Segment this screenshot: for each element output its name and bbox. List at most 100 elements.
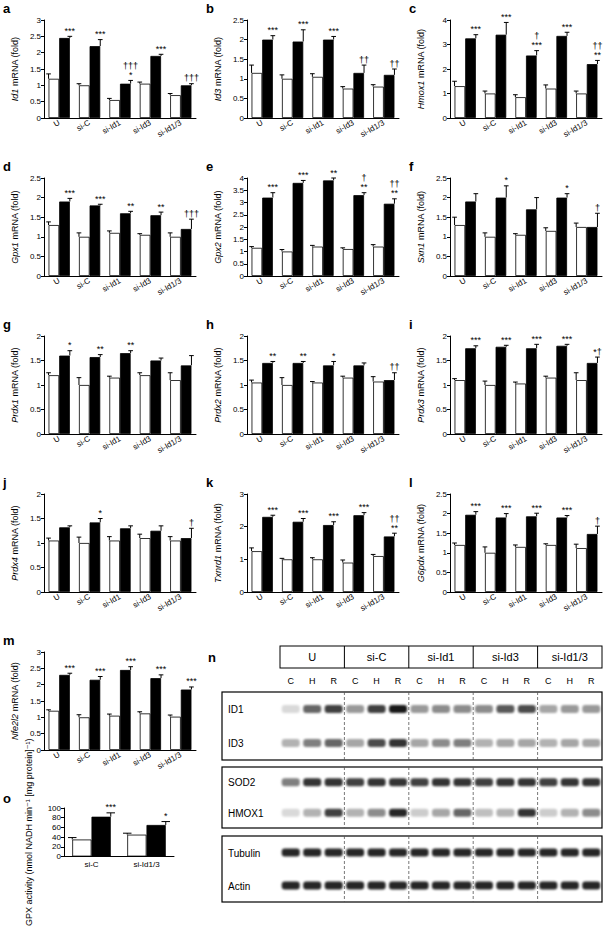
svg-text:2: 2 <box>37 193 42 202</box>
svg-text:0.5: 0.5 <box>436 252 448 261</box>
svg-text:3: 3 <box>240 490 245 499</box>
svg-text:C: C <box>287 676 294 686</box>
svg-text:si-Id3: si-Id3 <box>131 434 153 452</box>
svg-text:0.5: 0.5 <box>30 405 42 414</box>
svg-text:1.5: 1.5 <box>30 356 42 365</box>
svg-text:si-Id1: si-Id1 <box>304 434 326 452</box>
svg-text:20: 20 <box>52 842 61 851</box>
svg-text:†††: ††† <box>184 209 199 219</box>
svg-text:***: *** <box>562 505 573 515</box>
svg-text:***: *** <box>471 335 482 345</box>
svg-text:Tubulin: Tubulin <box>228 848 260 859</box>
svg-text:0: 0 <box>240 272 245 281</box>
svg-text:4: 4 <box>240 174 245 183</box>
svg-text:***: *** <box>328 511 339 521</box>
svg-text:2: 2 <box>37 680 42 689</box>
svg-text:Sxn1: Sxn1 <box>416 243 426 264</box>
svg-text:***: *** <box>125 656 136 666</box>
svg-text:1: 1 <box>37 232 42 241</box>
svg-text:ID3: ID3 <box>228 738 244 749</box>
svg-text:Nfe2l2: Nfe2l2 <box>10 714 20 740</box>
svg-text:m: m <box>3 633 15 648</box>
svg-text:0.5: 0.5 <box>233 259 245 268</box>
svg-text:si-Id1/3: si-Id1/3 <box>359 592 387 613</box>
svg-text:2: 2 <box>37 490 42 499</box>
svg-text:mRNA (fold): mRNA (fold) <box>10 37 20 89</box>
svg-text:si-C: si-C <box>481 276 498 291</box>
svg-text:k: k <box>206 475 214 490</box>
svg-text:1.5: 1.5 <box>30 213 42 222</box>
svg-text:0.5: 0.5 <box>30 252 42 261</box>
svg-text:U: U <box>458 118 468 129</box>
svg-text:si-Id1: si-Id1 <box>428 651 455 663</box>
svg-text:GPX activity (nmol NADH min⁻¹: GPX activity (nmol NADH min⁻¹ [mg protei… <box>24 738 34 926</box>
svg-text:U: U <box>52 592 62 603</box>
svg-text:si-Id1: si-Id1 <box>507 118 529 136</box>
svg-text:0.5: 0.5 <box>30 563 42 572</box>
svg-text:2: 2 <box>443 509 448 518</box>
svg-text:si-Id1/3: si-Id1/3 <box>156 750 184 771</box>
svg-text:si-C: si-C <box>75 276 92 291</box>
svg-text:1.5: 1.5 <box>436 213 448 222</box>
svg-text:si-Id1: si-Id1 <box>101 750 123 768</box>
svg-text:***: *** <box>562 22 573 32</box>
svg-text:Gpx1: Gpx1 <box>10 242 20 264</box>
svg-text:b: b <box>206 1 214 16</box>
svg-text:**: ** <box>330 168 338 178</box>
svg-text:U: U <box>255 276 265 287</box>
svg-text:1.5: 1.5 <box>30 65 42 74</box>
svg-text:1: 1 <box>240 555 245 564</box>
svg-text:si-Id1/3: si-Id1/3 <box>359 434 387 455</box>
svg-text:0: 0 <box>37 746 42 755</box>
svg-text:1: 1 <box>240 74 245 83</box>
svg-text:1: 1 <box>37 539 42 548</box>
svg-text:3: 3 <box>443 40 448 49</box>
svg-text:si-Id3: si-Id3 <box>131 750 153 768</box>
svg-text:3.5: 3.5 <box>233 186 245 195</box>
svg-text:1.5: 1.5 <box>233 356 245 365</box>
svg-text:mRNA (fold): mRNA (fold) <box>213 190 223 242</box>
svg-text:mRNA (fold): mRNA (fold) <box>10 190 20 242</box>
svg-text:***: *** <box>95 666 106 676</box>
svg-text:0: 0 <box>240 588 245 597</box>
svg-text:si-Id3: si-Id3 <box>131 276 153 294</box>
svg-text:***: *** <box>186 676 197 686</box>
svg-text:2.5: 2.5 <box>30 664 42 673</box>
svg-text:***: *** <box>501 503 512 513</box>
svg-text:mRNA (fold): mRNA (fold) <box>416 191 426 243</box>
svg-text:2: 2 <box>443 65 448 74</box>
svg-text:si-Id1/3: si-Id1/3 <box>156 592 184 613</box>
svg-text:*: * <box>332 351 336 361</box>
svg-text:0: 0 <box>240 430 245 439</box>
svg-text:si-C: si-C <box>75 118 92 133</box>
svg-text:2.5: 2.5 <box>30 32 42 41</box>
svg-text:mRNA (fold): mRNA (fold) <box>213 347 223 399</box>
svg-text:***: *** <box>531 40 542 50</box>
svg-text:R: R <box>395 676 402 686</box>
svg-text:**: ** <box>391 523 399 533</box>
svg-text:1: 1 <box>443 548 448 557</box>
svg-text:2: 2 <box>37 332 42 341</box>
svg-text:80: 80 <box>52 813 61 822</box>
svg-text:1: 1 <box>240 381 245 390</box>
svg-text:**: ** <box>391 188 399 198</box>
svg-text:†: † <box>189 518 194 528</box>
svg-text:si-Id3: si-Id3 <box>537 592 559 610</box>
svg-text:0: 0 <box>443 272 448 281</box>
svg-text:si-Id3: si-Id3 <box>131 592 153 610</box>
svg-text:1.5: 1.5 <box>436 529 448 538</box>
svg-text:c: c <box>409 1 416 16</box>
svg-text:H: H <box>567 676 574 686</box>
svg-text:U: U <box>52 750 62 761</box>
svg-text:si-C: si-C <box>481 434 498 449</box>
svg-text:e: e <box>206 159 213 174</box>
svg-text:h: h <box>206 317 214 332</box>
svg-text:***: *** <box>531 503 542 513</box>
svg-text:si-Id3: si-Id3 <box>537 118 559 136</box>
svg-text:ID1: ID1 <box>228 704 244 715</box>
svg-text:3: 3 <box>240 198 245 207</box>
svg-text:2: 2 <box>37 48 42 57</box>
svg-text:si-Id1/3: si-Id1/3 <box>562 118 590 139</box>
svg-text:1: 1 <box>443 381 448 390</box>
svg-text:C: C <box>352 676 359 686</box>
